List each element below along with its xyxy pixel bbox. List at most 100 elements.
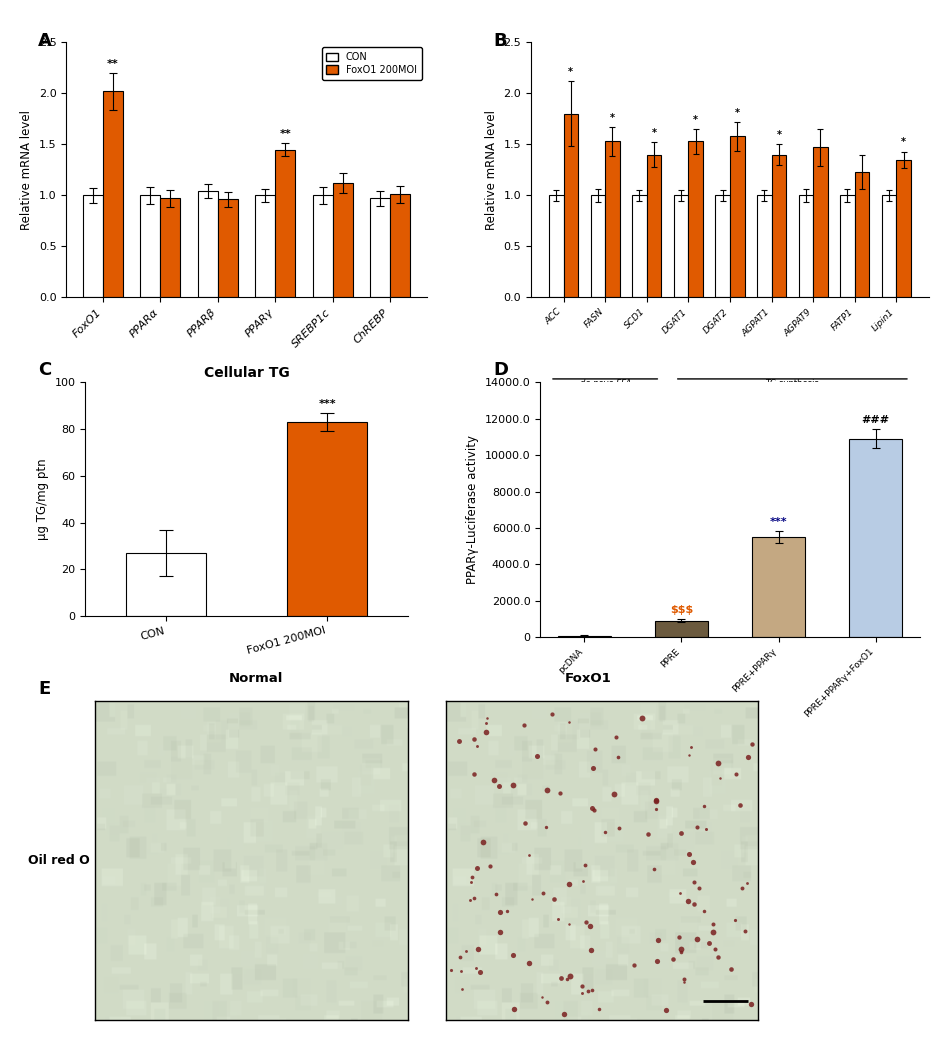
Point (466, 731, 482, 748)
Text: **: ** (280, 130, 291, 139)
Point (597, 823, 612, 840)
Point (677, 971, 692, 988)
Point (505, 946, 520, 963)
Bar (82, 195, 102, 297)
Point (465, 869, 480, 886)
Point (529, 748, 544, 765)
Point (553, 970, 568, 987)
Point (583, 942, 598, 959)
Text: D: D (493, 361, 508, 379)
Point (483, 857, 498, 874)
Bar (160, 199, 180, 297)
Point (574, 984, 590, 1001)
Point (466, 766, 482, 783)
Point (690, 819, 705, 836)
Bar (688, 141, 702, 297)
Bar (255, 195, 275, 297)
Point (463, 891, 478, 908)
Point (732, 796, 747, 813)
Point (728, 765, 743, 782)
Text: ***: *** (770, 517, 788, 527)
Point (524, 890, 539, 907)
Bar (798, 195, 813, 297)
Point (611, 819, 627, 836)
Point (472, 963, 487, 980)
Point (684, 738, 699, 755)
Bar (855, 172, 869, 297)
Point (468, 960, 483, 977)
Point (691, 880, 706, 897)
Text: de novo FFA
synthesis: de novo FFA synthesis (579, 379, 630, 398)
Point (706, 915, 721, 932)
Point (647, 860, 662, 877)
Point (673, 941, 688, 958)
Point (699, 821, 714, 838)
Y-axis label: μg TG/mg ptn: μg TG/mg ptn (36, 459, 49, 539)
Point (607, 786, 622, 803)
Point (710, 948, 725, 965)
Point (517, 717, 532, 734)
Bar (102, 91, 123, 297)
Bar (674, 195, 688, 297)
Bar (549, 195, 563, 297)
Point (505, 776, 520, 793)
Point (705, 924, 720, 941)
Point (739, 874, 755, 891)
Point (696, 798, 711, 815)
Point (486, 772, 501, 789)
Point (561, 915, 576, 932)
Point (585, 800, 600, 817)
Point (611, 748, 626, 765)
Bar (197, 191, 218, 297)
Bar (752, 537, 805, 637)
Point (574, 978, 590, 995)
Text: $$$: $$$ (670, 604, 693, 615)
Text: C: C (38, 361, 51, 379)
Point (702, 935, 717, 952)
Point (500, 903, 515, 920)
Point (745, 736, 760, 753)
Point (673, 824, 688, 841)
Point (575, 872, 591, 889)
Point (546, 891, 561, 908)
Point (582, 918, 597, 935)
Point (480, 709, 495, 726)
Point (479, 715, 494, 732)
Point (463, 874, 478, 891)
Point (651, 931, 666, 948)
Point (727, 911, 742, 928)
Point (649, 953, 665, 970)
Point (561, 714, 576, 731)
Point (682, 747, 697, 764)
Point (723, 960, 738, 977)
Bar (557, 636, 611, 637)
Y-axis label: PPARγ-Luciferase activity: PPARγ-Luciferase activity (466, 435, 480, 584)
Point (658, 1001, 673, 1018)
Text: FoxO1: FoxO1 (564, 672, 611, 685)
Bar (591, 195, 605, 297)
Point (674, 944, 689, 961)
Bar (655, 621, 708, 637)
Point (466, 889, 482, 906)
Text: *: * (693, 115, 698, 125)
Point (553, 784, 568, 801)
Bar (848, 439, 902, 637)
Point (492, 904, 507, 921)
Bar (391, 194, 410, 297)
Point (713, 769, 728, 786)
Bar (647, 155, 662, 297)
Bar (140, 195, 160, 297)
Point (545, 706, 560, 723)
Bar (632, 195, 647, 297)
Bar (313, 195, 333, 297)
Point (517, 815, 532, 832)
Text: ###: ### (862, 415, 889, 425)
Point (535, 989, 550, 1006)
Bar (757, 195, 772, 297)
Bar (286, 422, 368, 616)
Point (444, 962, 459, 979)
Text: Normal: Normal (228, 672, 283, 685)
Point (681, 893, 696, 910)
Point (627, 957, 642, 974)
Point (539, 994, 555, 1011)
